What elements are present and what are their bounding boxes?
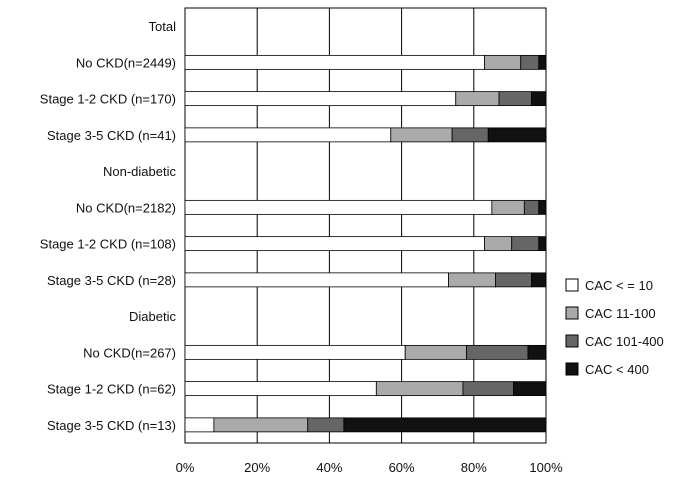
row-label: No CKD(n=267) xyxy=(83,345,176,360)
x-tick-label: 20% xyxy=(244,460,270,475)
bar-segment xyxy=(184,91,457,107)
grid-layer xyxy=(184,7,547,444)
bar-segment xyxy=(466,344,529,360)
bar-segment xyxy=(213,417,309,433)
bars-layer xyxy=(184,54,547,433)
bar-segment xyxy=(484,54,522,70)
bar-segment xyxy=(491,199,525,215)
bar-segment xyxy=(184,272,449,288)
x-tick-label: 80% xyxy=(461,460,487,475)
bar-segment xyxy=(184,199,493,215)
legend-swatch xyxy=(565,334,579,348)
bar-segment xyxy=(520,54,540,70)
bar-segment xyxy=(487,127,547,143)
bar-segment xyxy=(307,417,345,433)
bar-segment xyxy=(523,199,540,215)
bar-segment xyxy=(184,54,486,70)
bar-segment xyxy=(511,236,540,252)
bar-segment xyxy=(531,91,547,107)
x-tick-label: 100% xyxy=(529,460,563,475)
bar-segment xyxy=(455,91,500,107)
row-label: Stage 3-5 CKD (n=28) xyxy=(47,273,176,288)
bar-segment xyxy=(184,344,406,360)
bar-segment xyxy=(498,91,532,107)
bar-segment xyxy=(531,272,547,288)
bar-segment xyxy=(527,344,547,360)
row-label: Stage 1-2 CKD (n=108) xyxy=(40,237,176,252)
row-label: Stage 1-2 CKD (n=62) xyxy=(47,382,176,397)
group-header: Diabetic xyxy=(129,309,176,324)
plot-frame xyxy=(184,7,547,444)
bar-segment xyxy=(184,236,486,252)
legend-swatch xyxy=(565,362,579,376)
bar-segment xyxy=(448,272,496,288)
row-label: Stage 3-5 CKD (n=13) xyxy=(47,418,176,433)
bar-segment xyxy=(184,127,392,143)
row-labels: Total No CKD(n=2449) Stage 1-2 CKD (n=170)… xyxy=(40,19,177,433)
legend-swatch xyxy=(565,278,579,292)
row-label: Stage 1-2 CKD (n=170) xyxy=(40,92,176,107)
group-header: Total xyxy=(149,19,177,34)
x-tick-label: 40% xyxy=(316,460,342,475)
legend-label: CAC 101-400 xyxy=(585,334,664,349)
bar-segment xyxy=(343,417,547,433)
legend-swatch xyxy=(565,306,579,320)
bar-segment xyxy=(538,236,547,252)
bar-segment xyxy=(184,381,377,397)
bar-segment xyxy=(184,417,215,433)
bar-segment xyxy=(513,381,547,397)
legend: CAC < = 10 CAC 11-100 CAC 101-400 CAC < 400 xyxy=(565,278,664,377)
bar-segment xyxy=(404,344,467,360)
bar-segment xyxy=(484,236,513,252)
group-header: Non-diabetic xyxy=(103,164,176,179)
x-axis-tick-labels: 0% 20% 40% 60% 80% 100% xyxy=(176,460,563,475)
legend-label: CAC 11-100 xyxy=(585,306,656,321)
row-label: Stage 3-5 CKD (n=41) xyxy=(47,128,176,143)
bar-segment xyxy=(375,381,464,397)
row-label: No CKD(n=2449) xyxy=(76,55,176,70)
legend-label: CAC < = 10 xyxy=(585,278,653,293)
bar-segment xyxy=(538,54,547,70)
legend-label: CAC < 400 xyxy=(585,362,649,377)
x-tick-label: 60% xyxy=(389,460,415,475)
bar-segment xyxy=(451,127,489,143)
bar-segment xyxy=(462,381,514,397)
bar-segment xyxy=(390,127,453,143)
bar-segment xyxy=(495,272,532,288)
row-label: No CKD(n=2182) xyxy=(76,200,176,215)
x-tick-label: 0% xyxy=(176,460,195,475)
bar-segment xyxy=(538,199,547,215)
